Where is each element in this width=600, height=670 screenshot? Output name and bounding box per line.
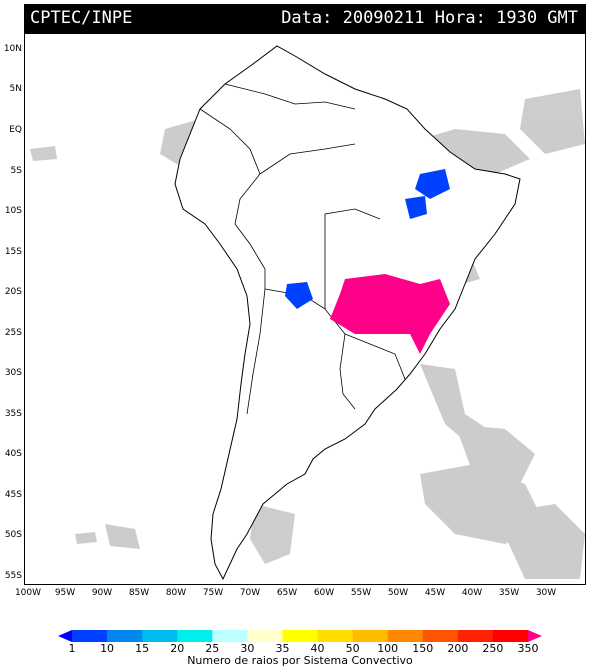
legend-tick-label: 150 — [412, 642, 434, 655]
lon-label: 85W — [128, 588, 150, 598]
lon-label: 95W — [54, 588, 76, 598]
lat-label: 40S — [4, 449, 22, 459]
lon-label: 65W — [276, 588, 298, 598]
lat-label: 35S — [4, 409, 22, 419]
lon-label: 35W — [498, 588, 520, 598]
legend-tick-label: 200 — [447, 642, 469, 655]
legend-swatch — [422, 630, 459, 642]
legend-swatch — [317, 630, 354, 642]
lon-label: 50W — [387, 588, 409, 598]
legend-tick-label: 10 — [100, 642, 115, 655]
country-borders — [199, 83, 406, 415]
lon-label: 55W — [350, 588, 372, 598]
lat-label: 25S — [4, 328, 22, 338]
lat-label: 15S — [4, 247, 22, 257]
lightning-blue-clusters — [285, 169, 450, 309]
legend-arrow-right — [528, 630, 542, 642]
lon-label: 70W — [239, 588, 261, 598]
lat-label: 5N — [9, 84, 22, 94]
legend-tick-label: 250 — [482, 642, 504, 655]
legend-swatch — [107, 630, 143, 642]
legend-tick-label: 40 — [310, 642, 325, 655]
lat-label: 30S — [4, 368, 22, 378]
source-title: CPTEC/INPE — [30, 8, 133, 28]
legend-tick-label: 1 — [68, 642, 76, 655]
lon-label: 80W — [165, 588, 187, 598]
lon-label: 45W — [424, 588, 446, 598]
legend-tick-label: 20 — [170, 642, 185, 655]
lat-label: EQ — [9, 125, 22, 135]
legend-swatch — [72, 630, 108, 642]
lightning-pink-clusters — [330, 274, 450, 354]
lat-label: 10S — [4, 206, 22, 216]
lon-label: 60W — [313, 588, 335, 598]
legend-tick-label: 35 — [275, 642, 290, 655]
lat-label: 45S — [4, 490, 22, 500]
lightning-map — [30, 45, 585, 581]
lat-label: 10N — [3, 44, 22, 54]
datetime-title: Data: 20090211 Hora: 1930 GMT — [281, 8, 578, 28]
legend-swatch — [457, 630, 494, 642]
legend-swatch — [387, 630, 424, 642]
legend-swatch — [352, 630, 389, 642]
map-header: CPTEC/INPE Data: 20090211 Hora: 1930 GMT — [24, 4, 586, 33]
legend-swatch — [142, 630, 178, 642]
legend-tick-label: 30 — [240, 642, 255, 655]
map-frame — [24, 33, 586, 585]
legend-swatch — [212, 630, 248, 642]
legend-title: Numero de raios por Sistema Convectivo — [187, 654, 413, 667]
lat-label: 55S — [4, 571, 22, 581]
legend-tick-label: 25 — [205, 642, 220, 655]
legend-tick-label: 15 — [135, 642, 150, 655]
legend-swatch — [492, 630, 529, 642]
lon-label: 40W — [461, 588, 483, 598]
legend-swatch — [247, 630, 283, 642]
lon-label: 90W — [91, 588, 113, 598]
lat-label: 5S — [10, 166, 22, 176]
legend-swatch — [282, 630, 319, 642]
lon-label: 75W — [202, 588, 224, 598]
lon-label: 100W — [14, 588, 42, 598]
color-legend-bar — [58, 630, 542, 642]
legend-arrow-left — [58, 630, 72, 642]
legend-tick-label: 100 — [377, 642, 399, 655]
legend-swatch — [177, 630, 213, 642]
lon-label: 30W — [535, 588, 557, 598]
lat-label: 20S — [4, 287, 22, 297]
legend-tick-label: 350 — [517, 642, 539, 655]
legend-tick-label: 50 — [345, 642, 360, 655]
lat-label: 50S — [4, 530, 22, 540]
